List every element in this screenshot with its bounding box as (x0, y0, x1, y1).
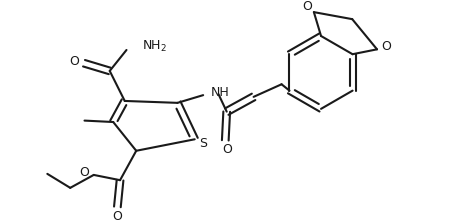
Text: O: O (79, 166, 89, 179)
Text: S: S (199, 137, 207, 150)
Text: O: O (112, 210, 122, 223)
Text: O: O (382, 40, 392, 53)
Text: O: O (69, 55, 80, 68)
Text: NH: NH (211, 86, 230, 99)
Text: O: O (302, 0, 312, 13)
Text: NH$_2$: NH$_2$ (142, 39, 167, 54)
Text: O: O (222, 143, 232, 156)
